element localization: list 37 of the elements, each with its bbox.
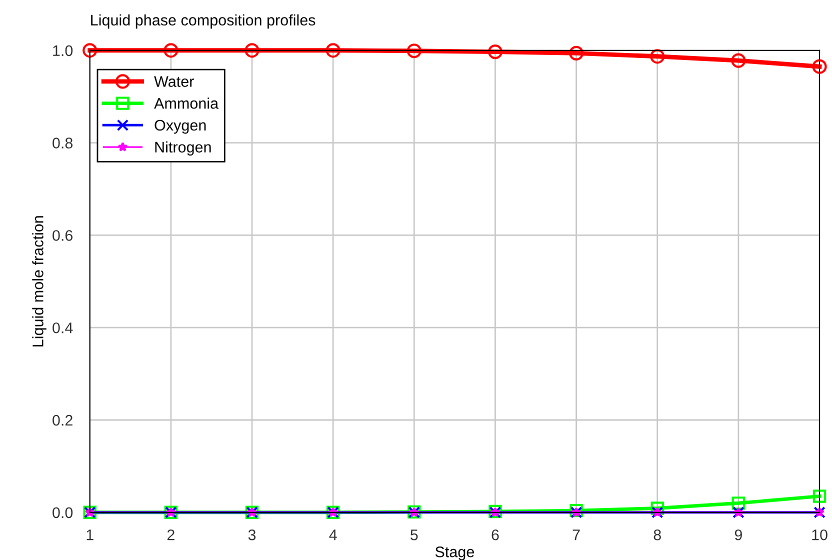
x-tick-label: 2 [167, 529, 174, 540]
legend-label: Nitrogen [155, 141, 211, 156]
y-tick-label: 0.0 [52, 507, 73, 518]
point [326, 43, 340, 58]
point [731, 53, 746, 68]
point [570, 504, 583, 518]
point [650, 502, 664, 515]
x-tick-label: 10 [812, 529, 828, 540]
x-tick-label: 8 [654, 529, 661, 540]
point [812, 59, 827, 74]
x-tick-label: 6 [492, 529, 499, 540]
legend-label: Water [154, 76, 194, 87]
point [82, 43, 98, 58]
point [244, 43, 260, 58]
y-axis-title: Liquid mole fraction [32, 216, 46, 346]
y-tick-label: 0.4 [52, 322, 73, 334]
point [569, 46, 584, 60]
point [812, 490, 826, 503]
x-tick-label: 3 [248, 529, 256, 540]
point [164, 43, 178, 58]
y-tick-label: 0.2 [52, 414, 72, 426]
point [732, 496, 746, 510]
legend-label: Oxygen [154, 120, 206, 134]
x-tick-label: 9 [734, 529, 742, 540]
y-tick-label: 0.8 [52, 138, 73, 148]
point [650, 49, 665, 64]
point [406, 44, 422, 58]
chart-title: Liquid phase composition profiles [91, 14, 316, 29]
x-tick-label: 7 [572, 530, 580, 540]
y-tick-label: 1.0 [53, 45, 73, 56]
y-tick-label: 0.6 [52, 230, 73, 241]
point [488, 44, 503, 60]
x-axis-title: Stage [435, 546, 474, 560]
x-tick-label: 5 [410, 530, 418, 540]
x-tick-label: 1 [86, 530, 94, 540]
legend-label: Ammonia [154, 98, 219, 109]
x-tick-label: 4 [329, 530, 337, 540]
